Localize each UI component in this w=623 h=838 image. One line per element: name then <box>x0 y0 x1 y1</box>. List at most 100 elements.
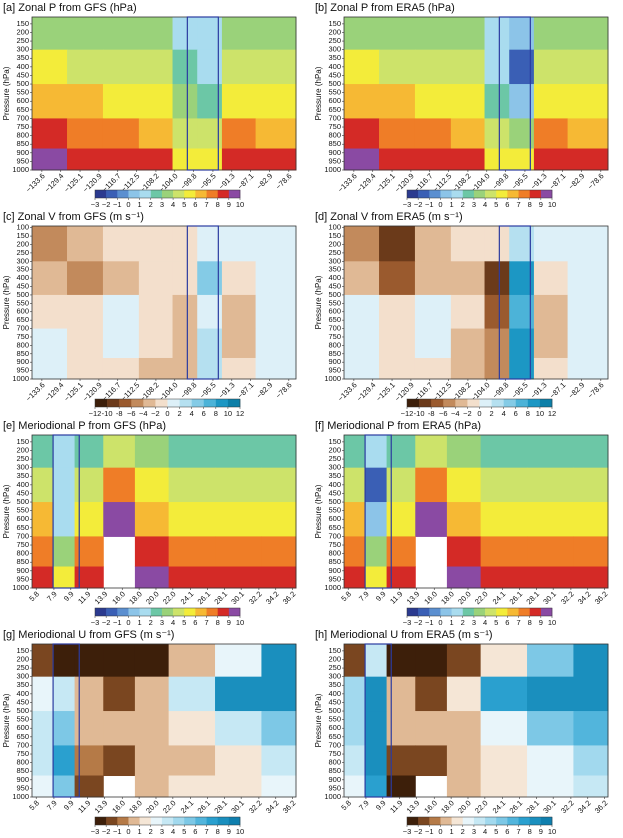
x-tick-label: 5.8 <box>339 589 353 603</box>
y-tick-label: 500 <box>16 290 29 299</box>
field-cell <box>172 357 198 380</box>
y-tick-label: 250 <box>328 36 341 45</box>
field-cell <box>138 49 174 85</box>
field-cell <box>134 536 170 568</box>
y-tick-label: 250 <box>16 663 29 672</box>
y-tick-label: 500 <box>328 290 341 299</box>
x-tick-label: 5.8 <box>27 589 41 603</box>
field-cell <box>53 502 76 537</box>
y-tick-label: 850 <box>16 349 29 358</box>
highlight-box <box>364 643 392 798</box>
field-cell <box>32 226 68 262</box>
y-tick-label: 950 <box>16 366 29 375</box>
colorbar-tick-label: −2 <box>102 200 111 209</box>
x-tick-label: −78.6 <box>586 380 606 400</box>
colorbar-segment <box>227 399 241 407</box>
colorbar-segment <box>117 190 129 198</box>
field-cell <box>567 84 609 119</box>
field-cell <box>414 261 452 296</box>
colorbar-tick-label: 10 <box>236 827 244 836</box>
y-tick-label: 200 <box>16 445 29 454</box>
field-cell <box>527 745 574 777</box>
field-cell <box>255 17 297 51</box>
colorbar-segment <box>167 399 180 407</box>
y-tick-label: 650 <box>328 732 341 741</box>
y-tick-label: 700 <box>16 531 29 540</box>
x-tick-label: 36.2 <box>593 589 610 606</box>
field-cell <box>168 676 216 712</box>
colorbar-tick-label: 1 <box>138 200 142 209</box>
field-cell <box>480 775 528 798</box>
colorbar-segment <box>106 190 118 198</box>
field-cell <box>53 711 76 746</box>
colorbar-segment <box>455 399 468 407</box>
y-tick-label: 700 <box>16 113 29 122</box>
y-tick-label: 900 <box>16 357 29 366</box>
x-tick-label: −133.6 <box>336 380 359 403</box>
y-tick-label: 850 <box>16 139 29 148</box>
x-tick-label: 7.9 <box>357 589 371 603</box>
x-tick-label: −91.3 <box>529 171 549 191</box>
colorbar-tick-label: 4 <box>483 618 487 627</box>
colorbar-tick-label: 5 <box>182 200 186 209</box>
field-cell <box>533 328 569 359</box>
field-cell <box>379 49 416 85</box>
y-tick-label: 700 <box>328 113 341 122</box>
field-cell <box>53 536 76 568</box>
y-tick-label: 800 <box>328 131 341 140</box>
field-cell <box>103 644 136 678</box>
field-cell <box>221 294 257 330</box>
field-cell <box>365 536 388 568</box>
field-cell <box>261 745 297 777</box>
field-cell <box>446 536 482 568</box>
y-axis-label: Pressure (hPa) <box>314 66 323 120</box>
field-cell <box>255 49 297 85</box>
colorbar-tick-label: −6 <box>127 409 136 418</box>
field-cell <box>344 118 380 150</box>
x-tick-label: −125.1 <box>62 380 85 403</box>
x-tick-label: 26.1 <box>196 798 213 815</box>
field-cell <box>103 745 136 777</box>
colorbar-tick-label: 0 <box>477 409 481 418</box>
colorbar-tick-label: 7 <box>516 827 520 836</box>
field-cell <box>255 328 297 359</box>
y-tick-label: 700 <box>328 324 341 333</box>
x-tick-label: 9.9 <box>374 798 388 812</box>
panel: [d] Zonal V from ERA5 (m s⁻¹)10015020025… <box>314 211 609 418</box>
field-cell <box>344 566 367 589</box>
field-cell <box>67 49 104 85</box>
field-cell <box>480 676 528 712</box>
y-tick-label: 800 <box>328 758 341 767</box>
x-tick-label: −87.1 <box>548 171 568 191</box>
colorbar-segment <box>496 190 508 198</box>
field-cell <box>533 17 569 51</box>
x-tick-label: −133.6 <box>336 171 359 194</box>
y-axis-label: Pressure (hPa) <box>314 484 323 538</box>
field-cell <box>480 566 528 589</box>
x-tick-label: 11.9 <box>76 589 92 605</box>
x-tick-label: −129.4 <box>355 380 378 403</box>
y-tick-label: 900 <box>16 148 29 157</box>
y-tick-label: 900 <box>16 775 29 784</box>
y-tick-label: 900 <box>16 566 29 575</box>
colorbar-segment <box>485 190 497 198</box>
y-tick-label: 800 <box>16 549 29 558</box>
colorbar-segment <box>440 817 452 825</box>
x-tick-label: 5.8 <box>339 798 353 812</box>
colorbar-tick-label: 10 <box>236 618 244 627</box>
field-cell <box>344 357 380 380</box>
field-cell <box>102 118 140 150</box>
colorbar-tick-label: −1 <box>425 827 434 836</box>
colorbar-tick-label: 1 <box>138 827 142 836</box>
colorbar-tick-label: −1 <box>113 618 122 627</box>
field-cell <box>67 294 104 330</box>
field-cell <box>344 49 380 85</box>
field-cell <box>215 536 262 568</box>
colorbar-tick-label: −3 <box>403 618 412 627</box>
x-tick-label: 26.1 <box>508 798 525 815</box>
y-tick-label: 850 <box>328 766 341 775</box>
colorbar-segment <box>150 817 163 825</box>
y-tick-label: 150 <box>328 19 341 28</box>
x-tick-label: 22.0 <box>161 798 178 815</box>
y-tick-label: 450 <box>328 697 341 706</box>
